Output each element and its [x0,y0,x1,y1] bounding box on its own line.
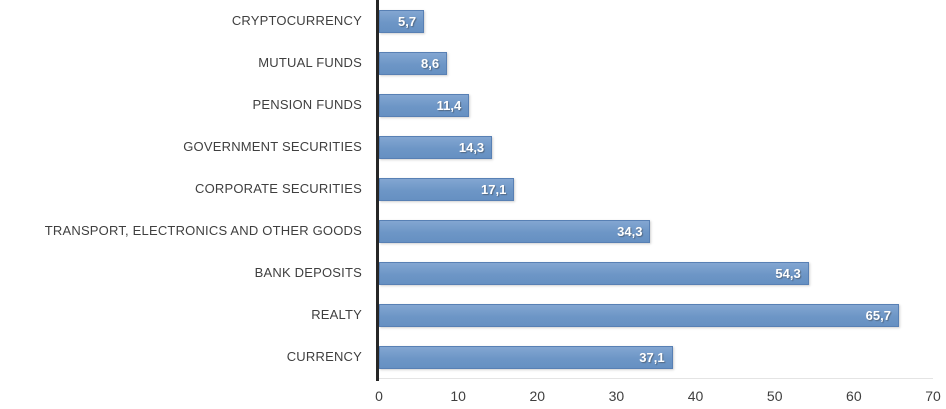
x-tick-label: 70 [925,388,941,404]
bar-track: 5,7 [379,9,933,33]
x-tick-label: 50 [766,388,783,404]
x-tick-label: 40 [687,388,704,404]
y-axis-line [376,0,379,381]
bar: 17,1 [379,177,515,201]
category-label: MUTUAL FUNDS [258,54,362,70]
bar-track: 65,7 [379,303,933,327]
bar-value-label: 37,1 [639,349,665,365]
category-label: CRYPTOCURRENCY [231,12,362,28]
bar-value-label: 54,3 [775,265,801,281]
bar-value-label: 8,6 [420,55,440,71]
x-axis-ticks: 0 10 20 30 40 50 60 70 [375,388,941,408]
bar: 8,6 [379,51,448,75]
chart-row: PENSION FUNDS 11,4 [0,84,946,126]
bar: 65,7 [379,303,899,327]
chart-row: TRANSPORT, ELECTRONICS AND OTHER GOODS 3… [0,210,946,252]
chart-row: CRYPTOCURRENCY 5,7 [0,0,946,42]
plot-area: CRYPTOCURRENCY 5,7 MUTUAL FUNDS 8,6 PENS… [0,0,946,378]
bar-value-label: 34,3 [617,223,643,239]
x-tick-label: 30 [608,388,625,404]
category-label: GOVERNMENT SECURITIES [183,138,362,154]
chart-row: BANK DEPOSITS 54,3 [0,252,946,294]
bar-value-label: 14,3 [458,139,485,155]
bar-value-label: 5,7 [398,13,417,29]
bar-track: 8,6 [379,51,933,75]
bar: 11,4 [379,93,470,117]
bar-track: 11,4 [379,93,933,117]
bar-track: 17,1 [379,177,933,201]
bar: 14,3 [379,135,493,159]
bar-track: 14,3 [379,135,933,159]
bar: 34,3 [379,219,651,243]
bar: 5,7 [379,9,425,33]
chart-row: CURRENCY 37,1 [0,336,946,378]
bar: 37,1 [379,345,673,369]
category-label: CURRENCY [286,348,362,364]
category-label: CORPORATE SECURITIES [194,180,362,196]
bar-value-label: 65,7 [865,307,891,323]
chart-row: GOVERNMENT SECURITIES 14,3 [0,126,946,168]
chart-row: REALTY 65,7 [0,294,946,336]
bar-track: 54,3 [379,261,933,285]
bar: 54,3 [379,261,809,285]
category-label: REALTY [311,306,362,322]
bar-value-label: 17,1 [481,181,507,197]
x-tick-label: 20 [529,388,546,404]
bar-value-label: 11,4 [436,97,462,113]
bar-track: 37,1 [379,345,933,369]
category-label: TRANSPORT, ELECTRONICS AND OTHER GOODS [44,222,362,238]
chart-row: CORPORATE SECURITIES 17,1 [0,168,946,210]
category-label: PENSION FUNDS [252,96,362,112]
plot-bottom-line [379,378,933,379]
x-tick-label: 10 [450,388,466,404]
category-label: BANK DEPOSITS [254,264,362,280]
x-tick-label: 60 [846,388,862,404]
chart-row: MUTUAL FUNDS 8,6 [0,42,946,84]
x-tick-label: 0 [375,388,383,404]
bar-track: 34,3 [379,219,933,243]
